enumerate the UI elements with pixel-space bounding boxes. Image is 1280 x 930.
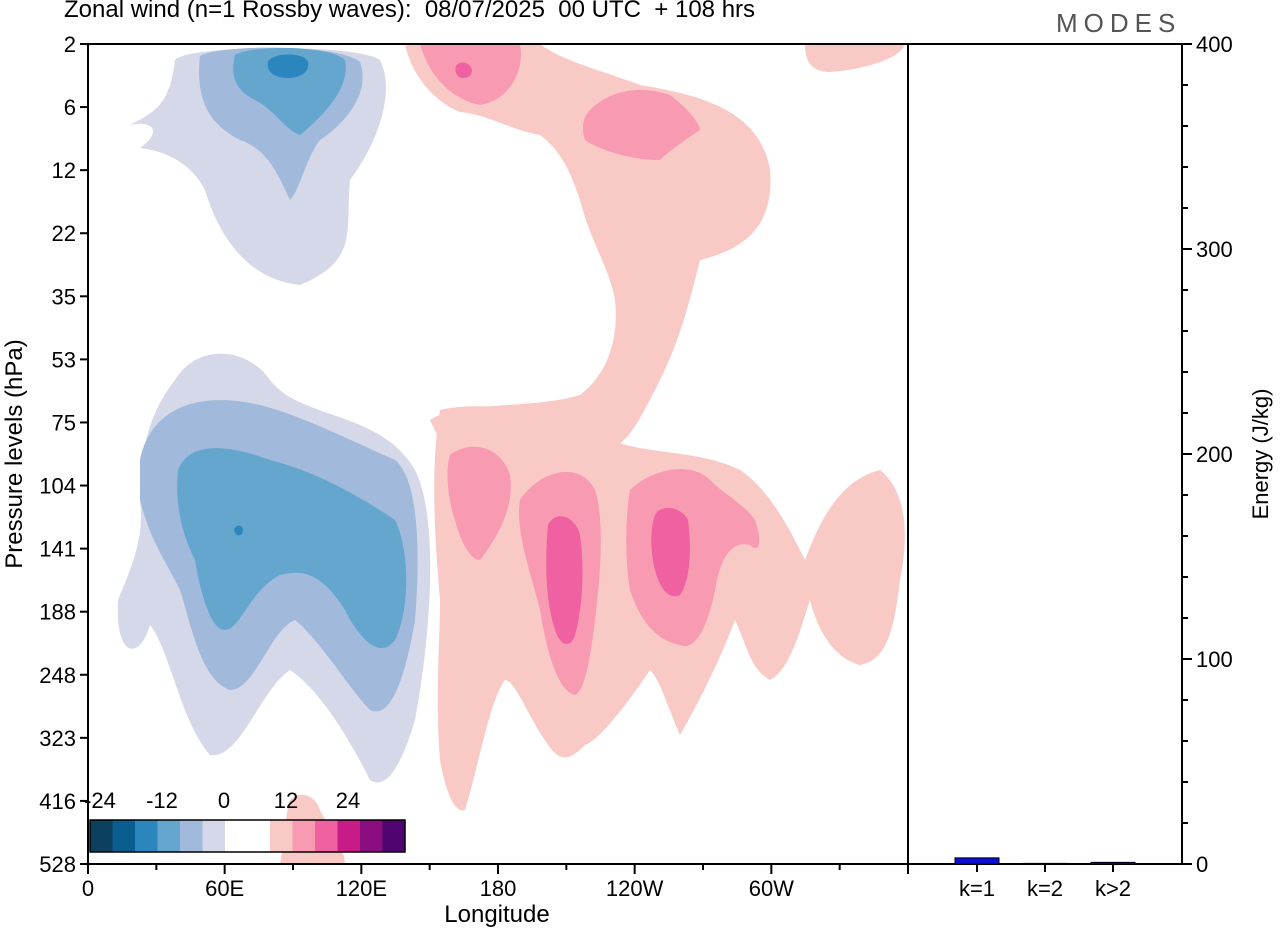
y-tick-label: 323 [39,726,76,751]
colorbar-swatch [180,820,203,852]
colorbar-swatch [360,820,383,852]
contour-region-14 [447,446,511,560]
energy-tick-label: 200 [1196,442,1233,467]
colorbar-swatch [337,820,360,852]
contour-region-7 [234,525,243,536]
x-tick-label: 60W [749,876,794,901]
energy-tick-label: 100 [1196,647,1233,672]
bar-category-label: k>2 [1095,876,1131,901]
y-tick-label: 188 [39,600,76,625]
energy-tick-label: 0 [1196,852,1208,877]
colorbar: -24 -12 0 12 24 [84,788,406,853]
energy-bar-3 [1090,861,1136,865]
contour-region-3 [267,54,309,78]
y-tick-label: 2 [64,32,76,57]
colorbar-swatch [292,820,315,852]
colorbar-swatch [90,820,113,852]
y-tick-label: 12 [52,158,76,183]
colorbar-label: 24 [336,788,360,813]
chart-title: Zonal wind (n=1 Rossby waves): 08/07/202… [64,0,756,23]
y-tick-label: 35 [52,284,76,309]
energy-axis-label: Energy (J/kg) [1248,389,1273,520]
x-tick-label: 60E [205,876,244,901]
contour-region-18 [651,508,690,597]
x-tick-label: 120E [336,876,387,901]
contour-region-13 [582,90,700,160]
colorbar-frame [89,819,406,853]
y-tick-label: 104 [39,474,76,499]
contour-region-6 [177,448,407,649]
contour-region-8 [405,44,771,470]
y-tick-label: 416 [39,789,76,814]
colorbar-label: -12 [146,788,178,813]
energy-tick-label: 400 [1196,32,1233,57]
x-tick-label: 120W [606,876,664,901]
colorbar-label: 12 [274,788,298,813]
energy-bar-1 [954,857,1000,865]
colorbar-swatch [112,820,135,852]
colorbar-swatch [225,820,248,852]
colorbar-swatch [135,820,158,852]
modes-logo: MODES [1056,8,1182,38]
colorbar-swatch [157,820,180,852]
wind-contour-field [88,44,908,864]
y-tick-label: 22 [52,221,76,246]
y-tick-label: 75 [52,410,76,435]
colorbar-label: 0 [218,788,230,813]
bar-category-label: k=1 [959,876,995,901]
bar-category-label: k=2 [1027,876,1063,901]
contour-region-17 [546,516,583,645]
y-tick-label: 6 [64,95,76,120]
contour-region-2 [233,48,346,135]
colorbar-label: -24 [84,788,116,813]
x-axis-label: Longitude [444,901,549,928]
colorbar-swatch [247,820,270,852]
colorbar-swatch [270,820,293,852]
y-tick-label: 141 [39,537,76,562]
y-tick-label: 53 [52,347,76,372]
energy-tick-label: 300 [1196,237,1233,262]
colorbar-swatch [382,820,405,852]
y-tick-label: 248 [39,663,76,688]
contour-region-9 [805,44,905,72]
colorbar-swatch [315,820,338,852]
colorbar-swatch [202,820,225,852]
y-axis-label: Pressure levels (hPa) [1,339,28,568]
y-tick-label: 528 [39,852,76,877]
x-tick-label: 180 [480,876,517,901]
x-tick-label: 0 [82,876,94,901]
contour-region-19 [455,62,472,78]
energy-bar-panel: 0 100 200 300 400 Energy (J/kg) k=1 k=2 k>2 [908,32,1273,901]
